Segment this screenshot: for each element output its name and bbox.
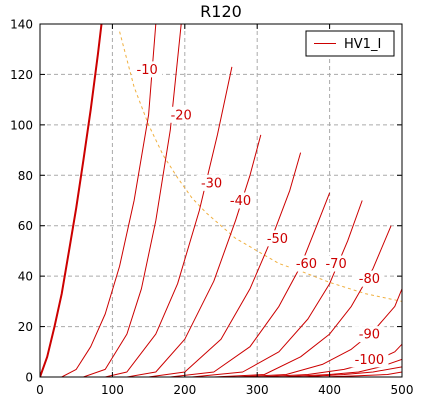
curve-labels: -10 -20 -30 -40 -50 -60 -70 -80 -90 -100 bbox=[132, 61, 389, 368]
curve-label-bg bbox=[321, 255, 352, 272]
plot-frame bbox=[39, 23, 403, 378]
curve-label: -90 bbox=[359, 328, 380, 343]
plate-curve bbox=[170, 192, 331, 377]
y-tick-label: 40 bbox=[18, 270, 33, 284]
curve-label: -80 bbox=[359, 272, 380, 287]
y-tick-label: 140 bbox=[10, 18, 33, 32]
plate-curve bbox=[300, 366, 402, 377]
plate-curve bbox=[191, 200, 363, 377]
curve-label-bg bbox=[354, 326, 385, 343]
plate-curve bbox=[213, 225, 392, 377]
curve-label-bg bbox=[166, 106, 197, 123]
x-tick-label: 200 bbox=[173, 383, 196, 397]
plate-curve bbox=[40, 24, 103, 377]
y-tick-label: 60 bbox=[18, 219, 33, 233]
grid-lines bbox=[40, 24, 402, 377]
x-tick-label: 400 bbox=[318, 383, 341, 397]
curve-label: -100 bbox=[355, 353, 385, 368]
curve-label-bg bbox=[262, 230, 293, 247]
legend: HV1_I bbox=[305, 30, 395, 57]
plate-curve bbox=[105, 66, 233, 377]
curve-label: -60 bbox=[296, 257, 317, 272]
y-tick-label: 20 bbox=[18, 320, 33, 334]
curve-label: -50 bbox=[267, 232, 288, 247]
plate-curve bbox=[61, 24, 157, 377]
curve-label-bg bbox=[132, 61, 163, 78]
x-tick-label: 0 bbox=[36, 383, 44, 397]
axis-ticks: 0 100 200 300 400 500 0 20 40 60 80 100 120 140 bbox=[10, 18, 413, 398]
x-tick-label: 300 bbox=[246, 383, 269, 397]
curve-label: -10 bbox=[137, 63, 158, 78]
curve-label-bg bbox=[225, 192, 256, 209]
plate-curve bbox=[126, 134, 262, 377]
curve-label-bg bbox=[291, 255, 322, 272]
y-tick-label: 80 bbox=[18, 169, 33, 183]
curve-label: -70 bbox=[325, 257, 346, 272]
plate-curve bbox=[235, 288, 402, 377]
curve-label-bg bbox=[354, 270, 385, 287]
curve-label: -40 bbox=[230, 194, 251, 209]
y-tick-label: 100 bbox=[10, 118, 33, 132]
plate-curve bbox=[83, 24, 182, 377]
plate-curves bbox=[40, 24, 402, 377]
curve-label-bg bbox=[196, 174, 227, 191]
chart-title: R120 bbox=[200, 2, 242, 21]
load-line bbox=[119, 31, 402, 302]
x-tick-label: 100 bbox=[101, 383, 124, 397]
y-tick-label: 0 bbox=[25, 371, 33, 385]
curve-label: -20 bbox=[171, 108, 192, 123]
load-line-layer bbox=[119, 31, 402, 302]
y-tick-label: 120 bbox=[10, 68, 33, 82]
curve-label-bg bbox=[350, 351, 389, 368]
legend-label: HV1_I bbox=[344, 37, 381, 52]
curve-label: -30 bbox=[201, 176, 222, 191]
plate-curve bbox=[322, 371, 402, 377]
x-tick-label: 500 bbox=[391, 383, 414, 397]
